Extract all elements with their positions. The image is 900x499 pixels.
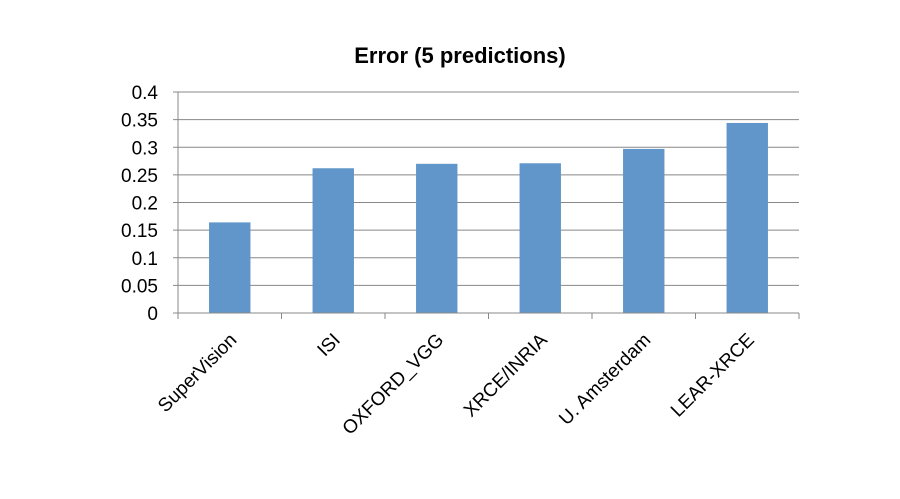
category-label: OXFORD_VGG bbox=[339, 330, 449, 440]
category-label: LEAR-XRCE bbox=[667, 330, 759, 422]
bar-supervision bbox=[209, 222, 251, 313]
bar-oxford-vgg bbox=[416, 163, 458, 313]
y-tick-label: 0.05 bbox=[121, 276, 158, 297]
y-tick-label: 0.35 bbox=[121, 111, 158, 132]
bars bbox=[209, 122, 768, 313]
y-tick-label: 0.15 bbox=[121, 221, 158, 242]
y-tick-label: 0.3 bbox=[132, 138, 158, 159]
y-axis-tick-labels: 0 0.05 0.1 0.15 0.2 0.25 0.3 0.35 0.4 bbox=[121, 83, 158, 325]
bar-lear-xrce bbox=[726, 122, 768, 313]
y-tick-label: 0.1 bbox=[132, 249, 158, 270]
bar-u-amsterdam bbox=[623, 148, 665, 313]
category-label: XRCE/INRIA bbox=[460, 329, 552, 421]
chart-title: Error (5 predictions) bbox=[354, 43, 565, 68]
category-label: ISI bbox=[314, 330, 345, 361]
bar-isi bbox=[312, 168, 354, 313]
category-label: U. Amsterdam bbox=[555, 330, 655, 430]
y-tick-label: 0 bbox=[147, 304, 158, 325]
y-tick-label: 0.25 bbox=[121, 166, 158, 187]
y-tick-label: 0.4 bbox=[132, 83, 159, 104]
axes bbox=[173, 91, 800, 319]
category-label: SuperVision bbox=[154, 330, 241, 417]
gridlines bbox=[178, 91, 799, 286]
y-tick-label: 0.2 bbox=[132, 194, 158, 215]
bar-xrce-inria bbox=[519, 163, 561, 313]
